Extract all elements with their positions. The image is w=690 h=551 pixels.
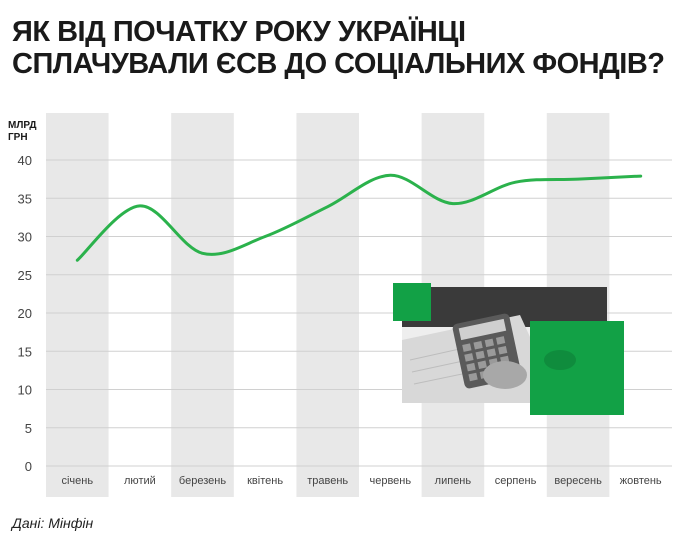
line-chart: 0 5 10 15 20 25 30 35 40 січень лютий березень квіт… — [18, 113, 672, 497]
category-band — [171, 113, 234, 497]
x-tick-label: лютий — [124, 475, 156, 487]
chart-title-line-2: СПЛАЧУВАЛИ ЄСВ ДО СОЦІАЛЬНИХ ФОНДІВ? — [12, 48, 665, 80]
x-tick-label: липень — [435, 475, 472, 487]
calculator-key — [468, 372, 478, 382]
category-band — [46, 113, 109, 497]
x-tick-label: червень — [369, 475, 411, 487]
calculator-key — [466, 362, 476, 372]
y-tick-label: 15 — [18, 344, 32, 359]
hand-shape — [483, 361, 527, 389]
chart-title: ЯК ВІД ПОЧАТКУ РОКУ УКРАЇНЦІ СПЛАЧУВАЛИ … — [12, 16, 682, 80]
calculator-display — [458, 318, 507, 341]
y-tick-label: 30 — [18, 230, 32, 245]
calculator-key — [477, 360, 487, 370]
hand-shape — [544, 350, 576, 370]
calculator-key — [462, 343, 472, 352]
series-line-group — [75, 173, 643, 262]
x-tick-label: серпень — [495, 475, 537, 487]
x-tick-label: січень — [61, 475, 93, 487]
y-tick-label: 10 — [18, 383, 32, 398]
x-tick-label: вересень — [554, 475, 602, 487]
y-tick-label: 0 — [25, 459, 32, 474]
chart-title-line-1: ЯК ВІД ПОЧАТКУ РОКУ УКРАЇНЦІ — [12, 16, 466, 48]
category-band — [296, 113, 359, 497]
x-tick-labels: січень лютий березень квітень травень червень… — [61, 475, 661, 487]
calculator-key — [464, 353, 474, 362]
calculator-photo-icon — [393, 283, 624, 415]
data-source-note: Дані: Мінфін — [12, 515, 94, 531]
calculator-key — [495, 336, 506, 345]
y-axis-unit-line-2: ГРН — [8, 132, 28, 143]
x-tick-label: жовтень — [620, 475, 662, 487]
x-tick-label: квітень — [247, 475, 283, 487]
y-tick-label: 40 — [18, 153, 32, 168]
y-axis-unit-label: МЛРД ГРН — [8, 120, 48, 144]
y-tick-label: 5 — [25, 421, 32, 436]
y-tick-labels: 0 5 10 15 20 25 30 35 40 — [18, 153, 32, 474]
green-accent-square — [393, 283, 431, 321]
y-tick-label: 20 — [18, 306, 32, 321]
green-accent-square — [530, 321, 624, 415]
y-tick-label: 25 — [18, 268, 32, 283]
calculator-key — [498, 345, 508, 355]
calculator-key — [473, 340, 483, 350]
y-axis-unit-line-1: МЛРД — [8, 120, 37, 131]
x-tick-label: березень — [179, 475, 226, 487]
calculator-key — [475, 350, 485, 360]
calculator-key — [486, 348, 497, 357]
x-tick-label: травень — [307, 475, 348, 487]
calculator-key — [484, 338, 494, 348]
series-line — [75, 173, 643, 262]
y-tick-label: 35 — [18, 191, 32, 206]
